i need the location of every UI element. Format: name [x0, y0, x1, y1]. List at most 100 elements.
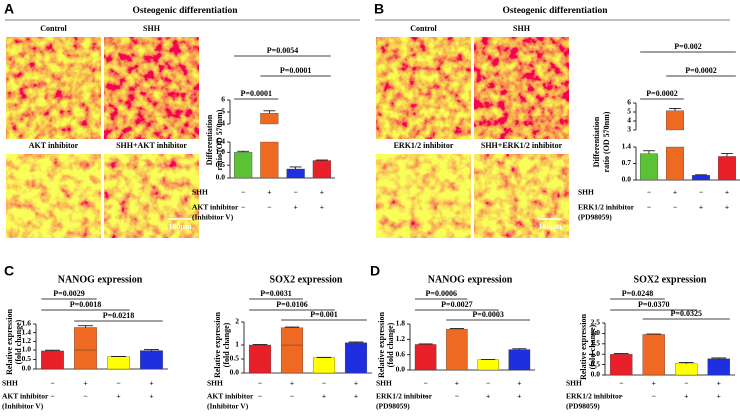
- p-value: P=0.0106: [276, 300, 307, 309]
- condition-sign: −: [258, 379, 262, 388]
- condition-sign: +: [517, 379, 521, 388]
- condition-sign: −: [619, 392, 623, 401]
- y-tick-label: 0.5: [22, 354, 32, 363]
- condition-sign: +: [267, 188, 271, 197]
- condition-sign: +: [725, 203, 729, 212]
- condition-label: (Inhibitor V): [207, 402, 249, 411]
- condition-sign: +: [699, 203, 703, 212]
- condition-sign: +: [290, 379, 294, 388]
- micrograph: [376, 154, 471, 238]
- y-tick-label: 1.0: [22, 345, 32, 354]
- y-tick-label: 5: [627, 107, 631, 116]
- y-tick-label: 3: [627, 125, 631, 134]
- y-tick-label: 2.0: [591, 328, 601, 337]
- micrograph: [474, 154, 569, 238]
- condition-label: SHH: [376, 379, 392, 388]
- bar: [414, 344, 437, 371]
- p-value: P=0.0218: [103, 311, 134, 320]
- condition-sign: +: [320, 203, 324, 212]
- bar: [508, 349, 531, 371]
- condition-sign: +: [320, 188, 324, 197]
- bar: [286, 168, 305, 179]
- p-value: P=0.0018: [70, 300, 101, 309]
- condition-label: (PD98059): [566, 402, 600, 411]
- micrograph: [104, 154, 199, 238]
- panel-letter: C: [4, 263, 14, 279]
- bar: [260, 141, 279, 179]
- condition-sign: +: [673, 188, 677, 197]
- condition-sign: +: [149, 392, 153, 401]
- condition-sign: +: [83, 379, 87, 388]
- y-tick-label: 1.8: [396, 319, 406, 328]
- bar: [707, 358, 730, 376]
- p-value: P=0.0370: [638, 300, 669, 309]
- y-axis-label: (fold change): [14, 319, 23, 364]
- bar: [312, 357, 336, 374]
- condition-sign: −: [50, 379, 54, 388]
- p-value: P=0.0002: [685, 66, 716, 75]
- y-tick-label: 0.0: [216, 173, 226, 182]
- y-axis-label: (fold change): [386, 322, 395, 367]
- p-value: P=0.0054: [267, 46, 298, 55]
- condition-sign: −: [699, 188, 703, 197]
- y-tick-label: 4: [221, 119, 225, 128]
- condition-sign: −: [619, 379, 623, 388]
- bar: [446, 328, 468, 371]
- y-tick-label: 0.0: [230, 368, 240, 377]
- condition-sign: −: [647, 203, 651, 212]
- panel-title: Osteogenic differentiation: [132, 6, 238, 16]
- condition-sign: −: [290, 392, 294, 401]
- condition-sign: −: [652, 392, 656, 401]
- y-tick-label: 0.5: [230, 354, 240, 363]
- image-caption: Control: [410, 24, 437, 33]
- y-axis-label: Relative expression: [213, 312, 222, 378]
- condition-sign: +: [652, 379, 656, 388]
- p-value: P=0.001: [310, 310, 337, 319]
- condition-sign: +: [293, 203, 297, 212]
- condition-sign: −: [423, 392, 427, 401]
- bar: [675, 363, 698, 376]
- p-value: P=0.0031: [260, 289, 291, 298]
- bar: [107, 356, 130, 370]
- chart-title: NANOG expression: [428, 274, 513, 285]
- micrograph: [376, 37, 471, 139]
- bar: [718, 156, 736, 181]
- condition-sign: +: [354, 379, 358, 388]
- y-tick-label: 0.5: [591, 359, 601, 368]
- scale-label: 100μm: [168, 222, 192, 231]
- y-tick-label: 6: [627, 98, 631, 107]
- y-axis-label: (fold change): [222, 322, 231, 367]
- y-tick-label: 2.5: [591, 318, 601, 327]
- y-tick-label: 1.4: [216, 137, 226, 146]
- image-caption: SHH+AKT inhibitor: [116, 141, 187, 150]
- scale-label: 100μm: [538, 222, 562, 231]
- y-axis-label: Relative expression: [579, 314, 588, 380]
- image-caption: SHH: [143, 24, 161, 33]
- image-caption: SHH: [513, 24, 531, 33]
- condition-label: SHH: [578, 188, 594, 197]
- y-tick-label: 0.6: [396, 349, 406, 358]
- y-tick-label: 1.5: [591, 339, 601, 348]
- y-tick-label: 1: [235, 340, 239, 349]
- y-axis-label: Relative expression: [5, 309, 14, 375]
- condition-sign: −: [83, 392, 87, 401]
- y-tick-label: 0.0: [622, 175, 632, 184]
- y-axis-label: ratio (OD 570nm): [215, 109, 224, 170]
- y-axis-label: (fold change): [588, 324, 597, 369]
- bar: [260, 113, 279, 125]
- condition-label: (Inhibitor V): [2, 402, 44, 411]
- bar: [640, 153, 658, 181]
- condition-label: (PD98059): [578, 213, 612, 222]
- condition-sign: +: [116, 392, 120, 401]
- condition-sign: +: [322, 392, 326, 401]
- condition-label: SHH: [566, 379, 582, 388]
- panel-title: Osteogenic differentiation: [502, 6, 608, 16]
- y-tick-label: 1.2: [22, 336, 32, 345]
- condition-label: ERK1/2 inhibitor: [566, 392, 623, 401]
- p-value: P=0.0006: [426, 289, 457, 298]
- condition-label: SHH: [192, 188, 208, 197]
- condition-sign: +: [149, 379, 153, 388]
- condition-sign: +: [517, 392, 521, 401]
